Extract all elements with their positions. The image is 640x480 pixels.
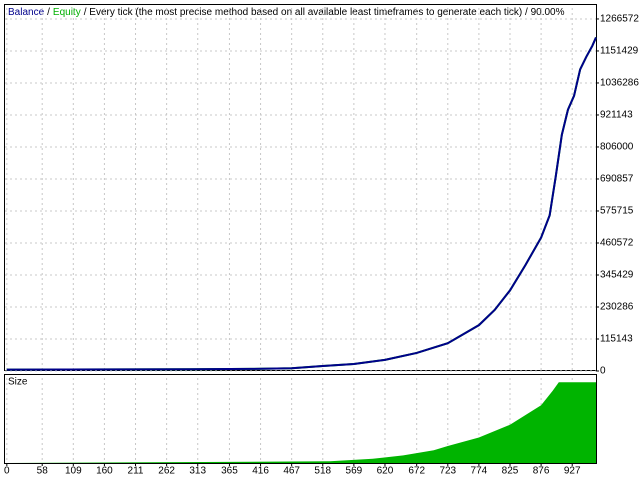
x-tick-label: 927 [564, 466, 581, 477]
x-tick-label: 262 [158, 466, 175, 477]
x-tick-label: 620 [377, 466, 394, 477]
x-tick-label: 825 [502, 466, 519, 477]
size-panel [4, 374, 597, 464]
x-tick-label: 211 [128, 466, 144, 477]
x-tick-label: 58 [37, 466, 49, 477]
y-tick-label: 460572 [600, 238, 634, 249]
y-tick-label: 1266572 [600, 14, 639, 25]
x-tick-label: 876 [533, 466, 550, 477]
y-tick-label: 230286 [600, 302, 634, 313]
x-tick-label: 416 [252, 466, 269, 477]
x-tick-label: 672 [408, 466, 425, 477]
y-tick-label: 690857 [600, 174, 634, 185]
line-series [6, 37, 597, 371]
y-tick-label: 806000 [600, 142, 634, 153]
legend-entry: Balance [8, 7, 45, 18]
size-area [6, 382, 597, 463]
separator: / [47, 7, 50, 18]
y-tick-label: 921143 [600, 110, 633, 121]
x-tick-label: 518 [314, 466, 331, 477]
x-tick-label: 365 [221, 466, 238, 477]
y-tick-label: 0 [600, 366, 606, 377]
y-tick-label: 575715 [600, 206, 634, 217]
x-tick-label: 313 [189, 466, 206, 477]
y-tick-label: 1151429 [600, 46, 639, 57]
header-info: / Every tick (the most precise method ba… [84, 7, 565, 18]
x-tick-label: 774 [471, 466, 488, 477]
x-tick-label: 467 [283, 466, 300, 477]
x-tick-label: 0 [4, 466, 10, 477]
y-tick-label: 345429 [600, 270, 634, 281]
size-label: Size [8, 377, 28, 388]
header: Balance / Equity / Every tick (the most pre… [8, 7, 565, 18]
x-tick-label: 569 [346, 466, 363, 477]
x-tick-label: 160 [96, 466, 113, 477]
y-tick-label: 1036286 [600, 78, 639, 89]
y-tick-label: 115143 [600, 334, 633, 345]
x-tick-label: 109 [65, 466, 82, 477]
legend-entry: Equity [53, 7, 81, 18]
x-tick-label: 723 [439, 466, 456, 477]
